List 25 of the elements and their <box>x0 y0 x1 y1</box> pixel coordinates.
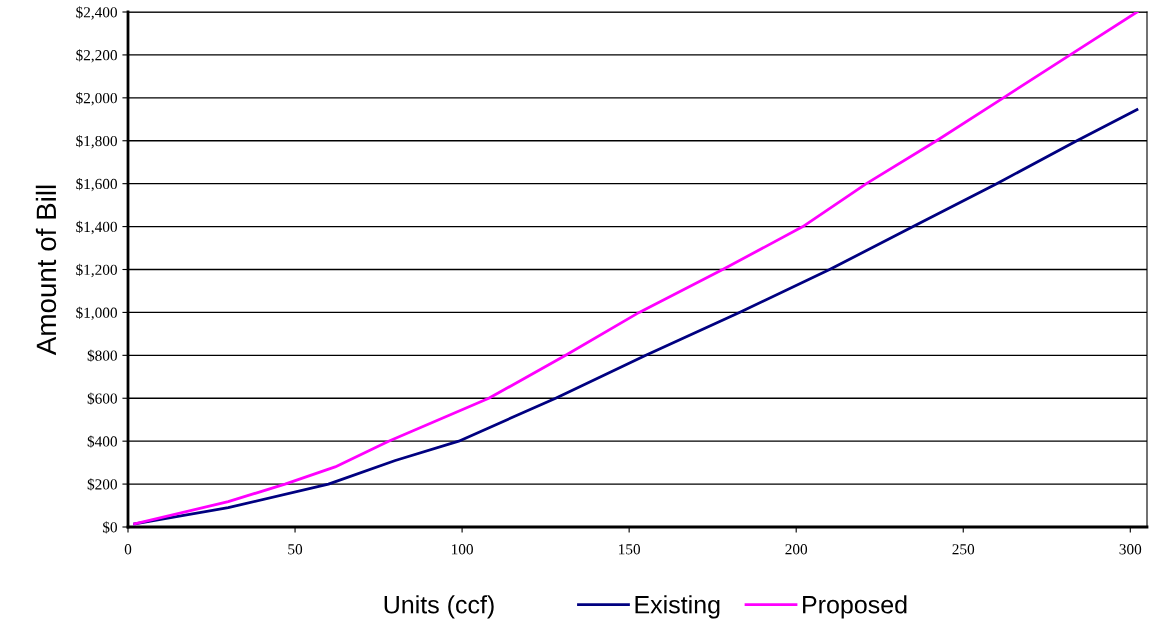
legend-label: Proposed <box>803 595 907 619</box>
y-tick-label: $1,400 <box>76 220 117 235</box>
y-tick-label: $2,200 <box>76 49 117 63</box>
x-tick-label: 50 <box>288 544 303 555</box>
y-tick-label: $800 <box>87 349 117 362</box>
y-tick-label: $200 <box>87 478 117 491</box>
y-axis-title: Amount of Bill <box>35 185 57 356</box>
y-tick-label: $600 <box>87 392 117 405</box>
legend-label: Existing <box>635 595 720 619</box>
y-tick-label: $400 <box>87 435 117 448</box>
y-tick-label: $1,200 <box>76 263 117 278</box>
y-tick-label: $2,400 <box>76 6 117 20</box>
y-tick-label: $1,600 <box>76 177 117 192</box>
y-tick-label: $1,000 <box>76 306 117 321</box>
y-tick-label: $2,000 <box>76 92 117 106</box>
x-tick-label: 300 <box>1119 544 1142 555</box>
x-tick-label: 100 <box>451 544 473 555</box>
x-tick-label: 250 <box>952 544 975 555</box>
x-axis-title: Units (ccf) <box>384 595 494 619</box>
x-tick-label: 150 <box>619 544 641 555</box>
y-tick-label: $1,800 <box>76 134 117 149</box>
x-tick-label: 200 <box>785 544 808 555</box>
line-series <box>133 12 1139 526</box>
y-tick-label: $0 <box>102 521 117 534</box>
x-tick-label: 0 <box>124 544 132 555</box>
